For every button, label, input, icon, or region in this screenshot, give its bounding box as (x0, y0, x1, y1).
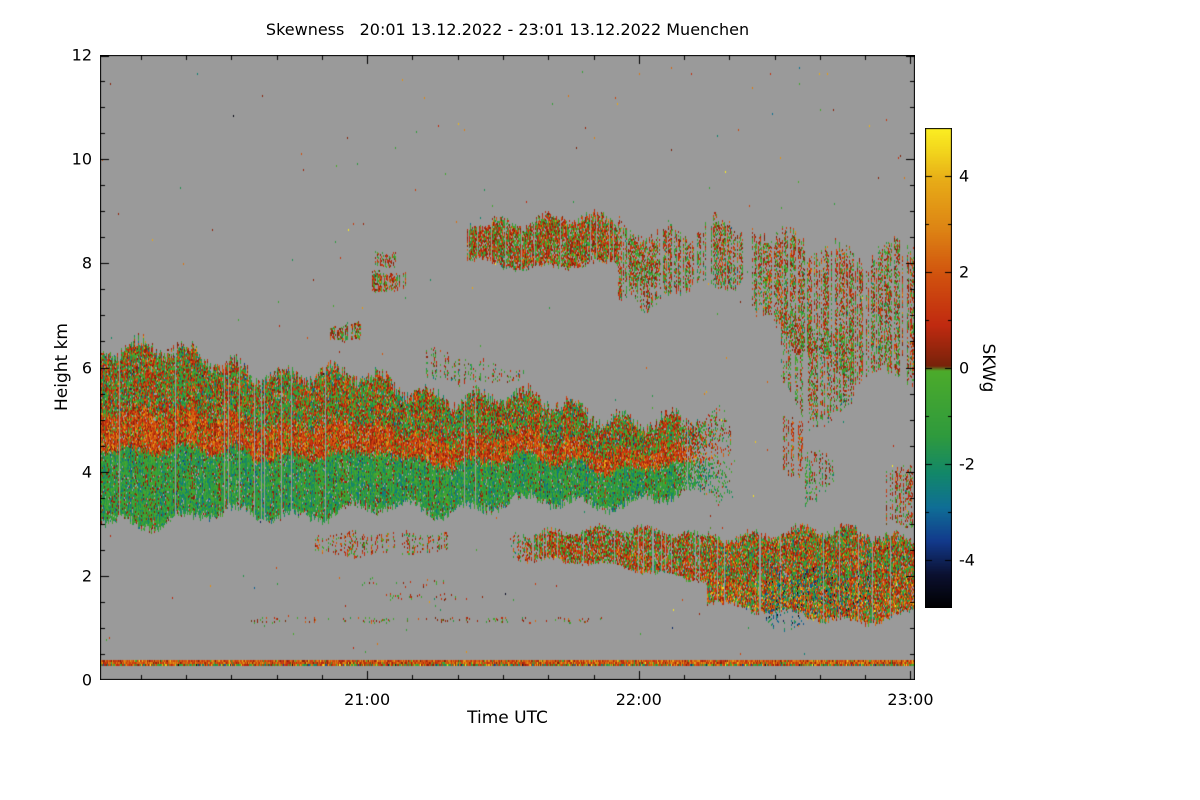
colorbar (925, 128, 952, 608)
colorbar-tick-label: -2 (959, 454, 975, 474)
colorbar-tick-label: -4 (959, 550, 975, 570)
skewness-heatmap-plot (100, 55, 915, 680)
y-tick-label: 12 (71, 45, 92, 65)
y-tick-label: 4 (81, 462, 92, 482)
y-tick-label: 8 (81, 253, 92, 273)
colorbar-tick-label: 4 (959, 166, 970, 186)
y-tick-label: 2 (81, 566, 92, 586)
colorbar-tick-label: 2 (959, 262, 970, 282)
x-tick-label: 21:00 (344, 690, 391, 709)
chart-title: Skewness 20:01 13.12.2022 - 23:01 13.12.… (265, 20, 750, 39)
y-tick-label: 6 (81, 358, 92, 377)
colorbar-tick-label: 0 (959, 358, 970, 378)
y-tick-label: 10 (71, 149, 92, 169)
y-tick-label: 0 (81, 670, 92, 690)
x-tick-label: 23:00 (887, 690, 934, 709)
colorbar-label: SKWg (978, 343, 998, 393)
x-tick-label: 22:00 (615, 690, 662, 709)
x-axis-label: Time UTC (467, 708, 548, 728)
